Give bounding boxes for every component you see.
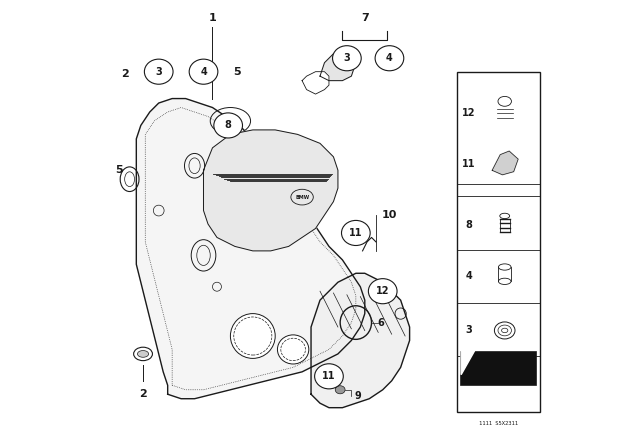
Text: 1111 S5X2311: 1111 S5X2311	[479, 421, 518, 426]
Text: 5: 5	[115, 165, 123, 175]
Polygon shape	[492, 151, 518, 175]
Ellipse shape	[375, 46, 404, 71]
Polygon shape	[204, 130, 338, 251]
Bar	[460, 351, 536, 385]
Text: 3: 3	[344, 53, 350, 63]
Text: 1: 1	[209, 13, 216, 23]
Text: BMW: BMW	[295, 194, 309, 200]
Text: 10: 10	[381, 210, 397, 220]
Polygon shape	[461, 351, 475, 375]
Text: 7: 7	[361, 13, 369, 23]
Text: 12: 12	[376, 286, 390, 296]
Text: 8: 8	[225, 121, 232, 130]
Text: 11: 11	[462, 159, 476, 168]
Polygon shape	[320, 49, 356, 81]
Text: 4: 4	[466, 271, 472, 281]
Ellipse shape	[342, 220, 370, 246]
Text: 6: 6	[377, 318, 384, 327]
Ellipse shape	[145, 59, 173, 84]
Text: 11: 11	[349, 228, 363, 238]
Ellipse shape	[189, 59, 218, 84]
Polygon shape	[311, 273, 410, 408]
Ellipse shape	[335, 386, 345, 394]
Polygon shape	[302, 72, 329, 94]
Text: 9: 9	[355, 392, 362, 401]
Text: 2: 2	[139, 389, 147, 399]
Ellipse shape	[369, 279, 397, 304]
Text: 4: 4	[200, 67, 207, 77]
Text: 3: 3	[156, 67, 162, 77]
Text: 3: 3	[466, 325, 472, 336]
Ellipse shape	[230, 314, 275, 358]
Text: 11: 11	[322, 371, 336, 381]
Text: 5: 5	[234, 67, 241, 77]
Text: 2: 2	[121, 69, 129, 79]
Ellipse shape	[214, 113, 243, 138]
Ellipse shape	[315, 364, 343, 389]
Text: 12: 12	[462, 108, 476, 117]
Polygon shape	[136, 99, 365, 399]
Ellipse shape	[278, 335, 309, 364]
Text: 8: 8	[466, 220, 472, 230]
Text: 4: 4	[386, 53, 393, 63]
Ellipse shape	[138, 350, 148, 358]
Ellipse shape	[333, 46, 361, 71]
Bar	[457, 72, 540, 412]
